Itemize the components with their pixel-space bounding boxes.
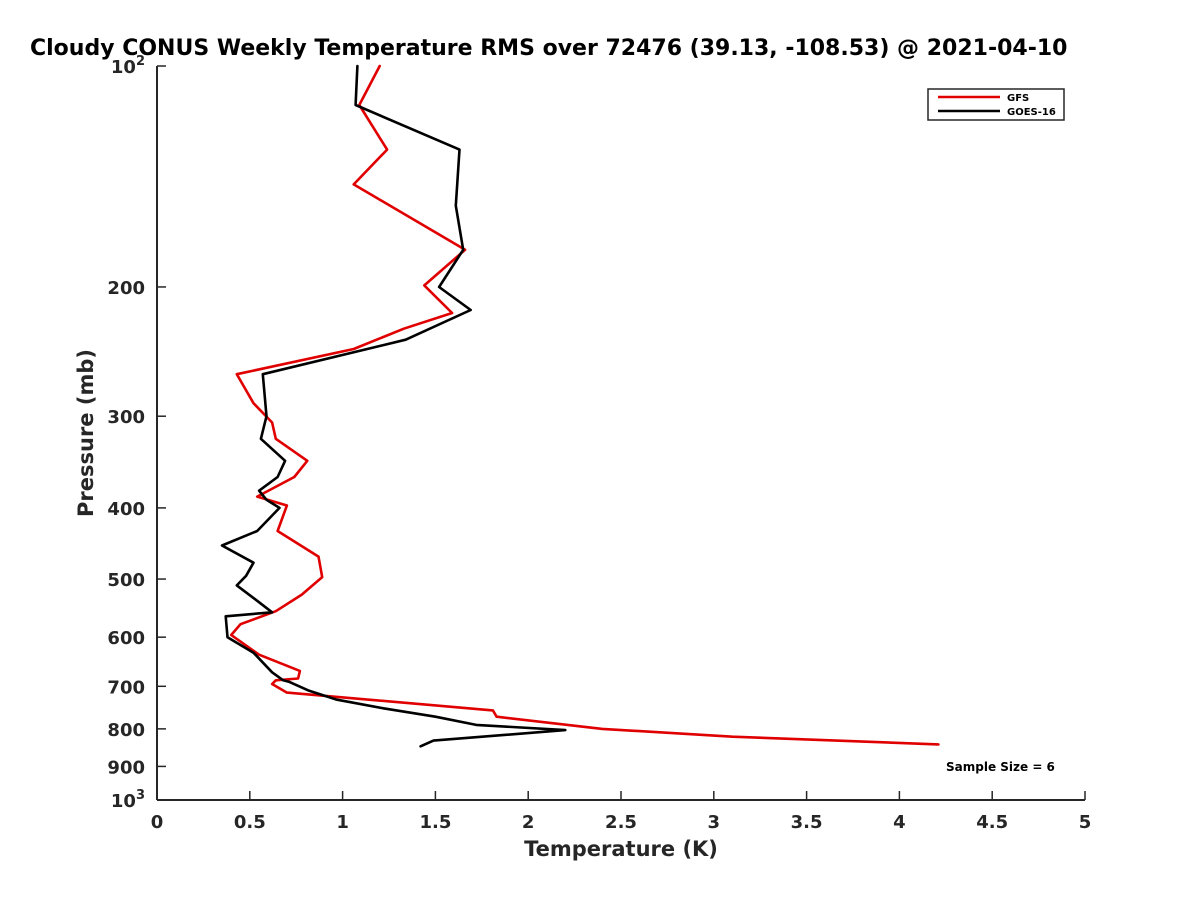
x-tick-label: 2 [522, 812, 535, 833]
y-tick-label: 103 [111, 788, 145, 812]
x-axis-label: Temperature (K) [524, 837, 718, 861]
y-tick-label: 102 [111, 54, 145, 78]
x-tick-label: 5 [1079, 812, 1092, 833]
x-tick-label: 1 [336, 812, 349, 833]
x-tick-label: 1.5 [419, 812, 451, 833]
x-tick-label: 3.5 [791, 812, 823, 833]
legend-label-goes-16: GOES-16 [1007, 107, 1056, 118]
y-tick-label: 500 [107, 570, 145, 591]
y-ticks: 102 200 300 400 500 600 700 800 900 103 [107, 54, 166, 812]
plot-area [156, 66, 1085, 801]
y-tick-label: 800 [107, 720, 145, 741]
x-tick-label: 4 [893, 812, 906, 833]
series-line-goes-16 [220, 64, 567, 748]
x-tick-label: 0 [151, 812, 164, 833]
y-tick-label: 400 [107, 499, 145, 520]
legend: GFS GOES-16 [927, 88, 1065, 121]
y-tick-label: 900 [107, 757, 145, 778]
y-tick-label: 700 [107, 677, 145, 698]
y-tick-label: 300 [107, 407, 145, 428]
x-tick-label: 2.5 [605, 812, 637, 833]
x-tick-label: 4.5 [976, 812, 1008, 833]
y-axis-label: Pressure (mb) [74, 349, 98, 517]
sample-size-annotation: Sample Size = 6 [946, 760, 1055, 774]
y-tick-label: 200 [107, 278, 145, 299]
x-tick-label: 3 [708, 812, 721, 833]
legend-box [927, 88, 1065, 121]
series-layer [220, 64, 940, 748]
x-tick-label: 0.5 [234, 812, 266, 833]
x-ticks: 0 0.5 1 1.5 2 2.5 3 3.5 4 4.5 5 [151, 791, 1092, 833]
series-line-gfs [229, 64, 940, 746]
chart-title: Cloudy CONUS Weekly Temperature RMS over… [30, 36, 1067, 61]
legend-label-gfs: GFS [1007, 93, 1029, 104]
y-tick-label: 600 [107, 628, 145, 649]
